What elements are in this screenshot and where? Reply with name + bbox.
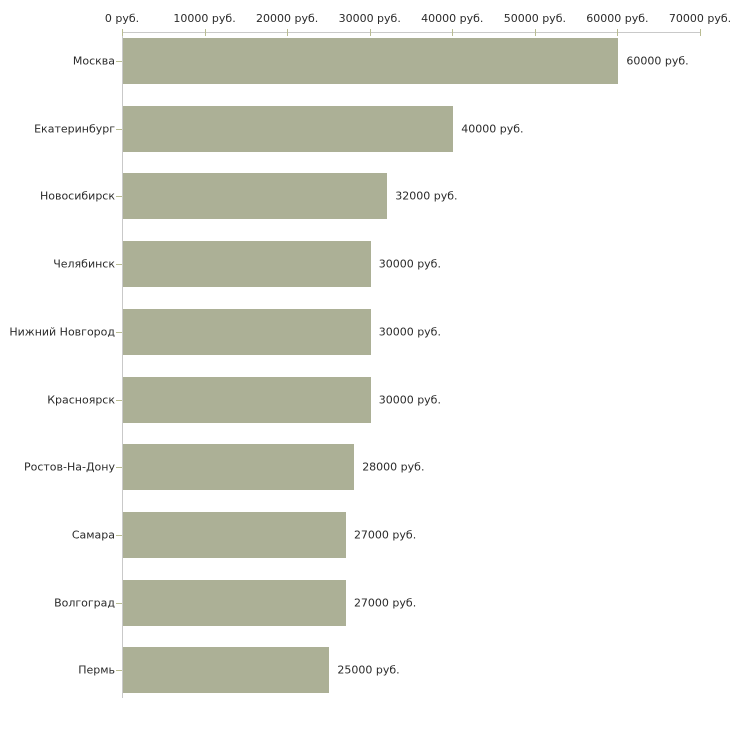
x-axis-line [122,32,700,33]
row-tick-mark [116,467,122,469]
x-tick-mark [204,29,206,36]
x-tick-label: 20000 руб. [256,12,319,25]
category-label: Волгоград [54,596,115,610]
value-label: 40000 руб. [461,122,524,136]
x-tick-label: 70000 руб. [668,12,730,25]
category-label: Самара [71,528,115,542]
row-tick-mark [116,534,122,536]
row-tick-mark [116,264,122,266]
x-tick-mark [534,29,536,36]
bar [123,173,388,220]
category-label: Ростов-На-Дону [23,460,115,474]
bar [123,647,330,694]
row-tick-mark [116,670,122,672]
bar [123,241,371,288]
bar [123,308,371,355]
bar [123,511,346,558]
x-tick-mark [452,29,454,36]
x-tick-label: 60000 руб. [586,12,649,25]
value-label: 30000 руб. [378,393,441,406]
x-tick-label: 50000 руб. [503,12,566,25]
x-tick-label: 30000 руб. [338,12,401,25]
category-label: Москва [72,54,115,68]
row-tick-mark [116,196,122,198]
bar [123,38,619,84]
value-label: 32000 руб. [395,189,458,203]
category-label: Нижний Новгород [9,325,115,339]
value-label: 60000 руб. [626,54,689,68]
row-tick-mark [116,399,122,401]
x-tick-label: 40000 руб. [421,12,484,25]
x-tick-label: 0 руб. [104,12,140,25]
x-tick-label: 10000 руб. [173,12,236,25]
row-tick-mark [116,128,122,130]
value-label: 27000 руб. [353,596,417,610]
x-tick-mark [287,29,289,36]
bar [123,444,355,491]
row-tick-mark [116,602,122,604]
category-label: Красноярск [47,393,115,406]
value-label: 27000 руб. [353,528,417,542]
x-tick-mark [617,29,619,36]
value-label: 28000 руб. [362,460,425,474]
y-axis-line [122,32,123,698]
category-label: Екатеринбург [34,122,115,136]
category-label: Пермь [78,663,115,677]
value-label: 30000 руб. [378,257,441,271]
row-tick-mark [116,61,122,62]
value-label: 25000 руб. [337,663,400,677]
x-tick-mark [122,29,123,36]
bar [123,105,454,152]
row-tick-mark [116,331,122,333]
bar [123,376,371,423]
category-label: Новосибирск [39,189,115,203]
x-tick-mark [700,29,701,36]
value-label: 30000 руб. [378,325,441,339]
bar [123,579,346,626]
category-label: Челябинск [53,257,115,271]
x-tick-mark [369,29,371,36]
